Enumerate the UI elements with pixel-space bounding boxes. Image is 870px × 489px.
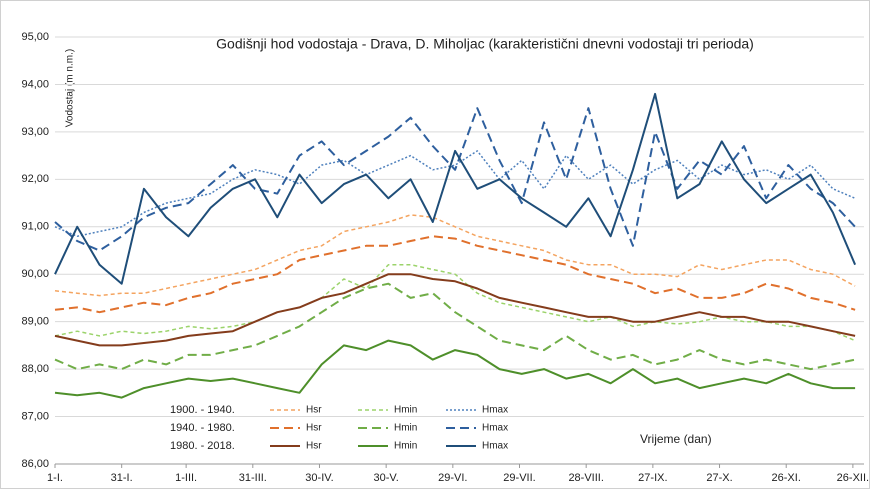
x-tick-label: 31-III. — [239, 472, 267, 484]
series-line — [54, 282, 856, 371]
series-line — [54, 214, 856, 297]
legend-group-label: 1900. - 1940. — [170, 404, 235, 416]
legend-group-label: 1940. - 1980. — [170, 422, 235, 434]
x-tick-label: 1-III. — [175, 472, 197, 484]
legend-label: Hmin — [394, 423, 417, 434]
x-tick-label: 27-IX. — [638, 472, 667, 484]
legend-label: Hmin — [394, 441, 417, 452]
legend-label: Hmax — [482, 441, 508, 452]
y-tick-label: 92,00 — [21, 173, 49, 185]
x-tick-label: 30-V. — [374, 472, 399, 484]
y-axis-label: Vodostaj (m n.m.) — [65, 49, 76, 127]
y-tick-label: 87,00 — [21, 410, 49, 422]
series-line — [54, 150, 856, 238]
series-line — [54, 107, 856, 252]
series-line — [54, 92, 857, 285]
legend-group-label: 1980. - 2018. — [170, 440, 235, 452]
legend-label: Hmin — [394, 405, 417, 416]
legend-label: Hsr — [306, 441, 322, 452]
series-line — [54, 339, 856, 399]
series-line — [54, 273, 856, 347]
legend-label: Hsr — [306, 405, 322, 416]
x-tick-label: 28-VIII. — [568, 472, 603, 484]
x-tick-label: 30-IV. — [305, 472, 333, 484]
legend-label: Hmax — [482, 405, 508, 416]
y-tick-label: 95,00 — [21, 31, 49, 43]
y-tick-label: 88,00 — [21, 363, 49, 375]
legend-label: Hsr — [306, 423, 322, 434]
legend-label: Hmax — [482, 423, 508, 434]
y-tick-label: 89,00 — [21, 316, 49, 328]
y-tick-label: 93,00 — [21, 126, 49, 138]
x-tick-label: 29-VI. — [438, 472, 467, 484]
x-tick-label: 31-I. — [111, 472, 133, 484]
x-tick-label: 29-VII. — [503, 472, 535, 484]
y-tick-label: 90,00 — [21, 268, 49, 280]
x-tick-label: 27-X. — [706, 472, 732, 484]
x-tick-label: 26-XII. — [837, 472, 869, 484]
x-tick-label: 26-XI. — [772, 472, 801, 484]
chart-title: Godišnji hod vodostaja - Drava, D. Mihol… — [216, 36, 754, 52]
y-tick-label: 86,00 — [21, 458, 49, 470]
x-tick-label: 1-I. — [47, 472, 63, 484]
y-tick-label: 91,00 — [21, 221, 49, 233]
y-tick-label: 94,00 — [21, 78, 49, 90]
x-axis-label: Vrijeme (dan) — [640, 432, 712, 446]
series-line — [54, 235, 856, 314]
